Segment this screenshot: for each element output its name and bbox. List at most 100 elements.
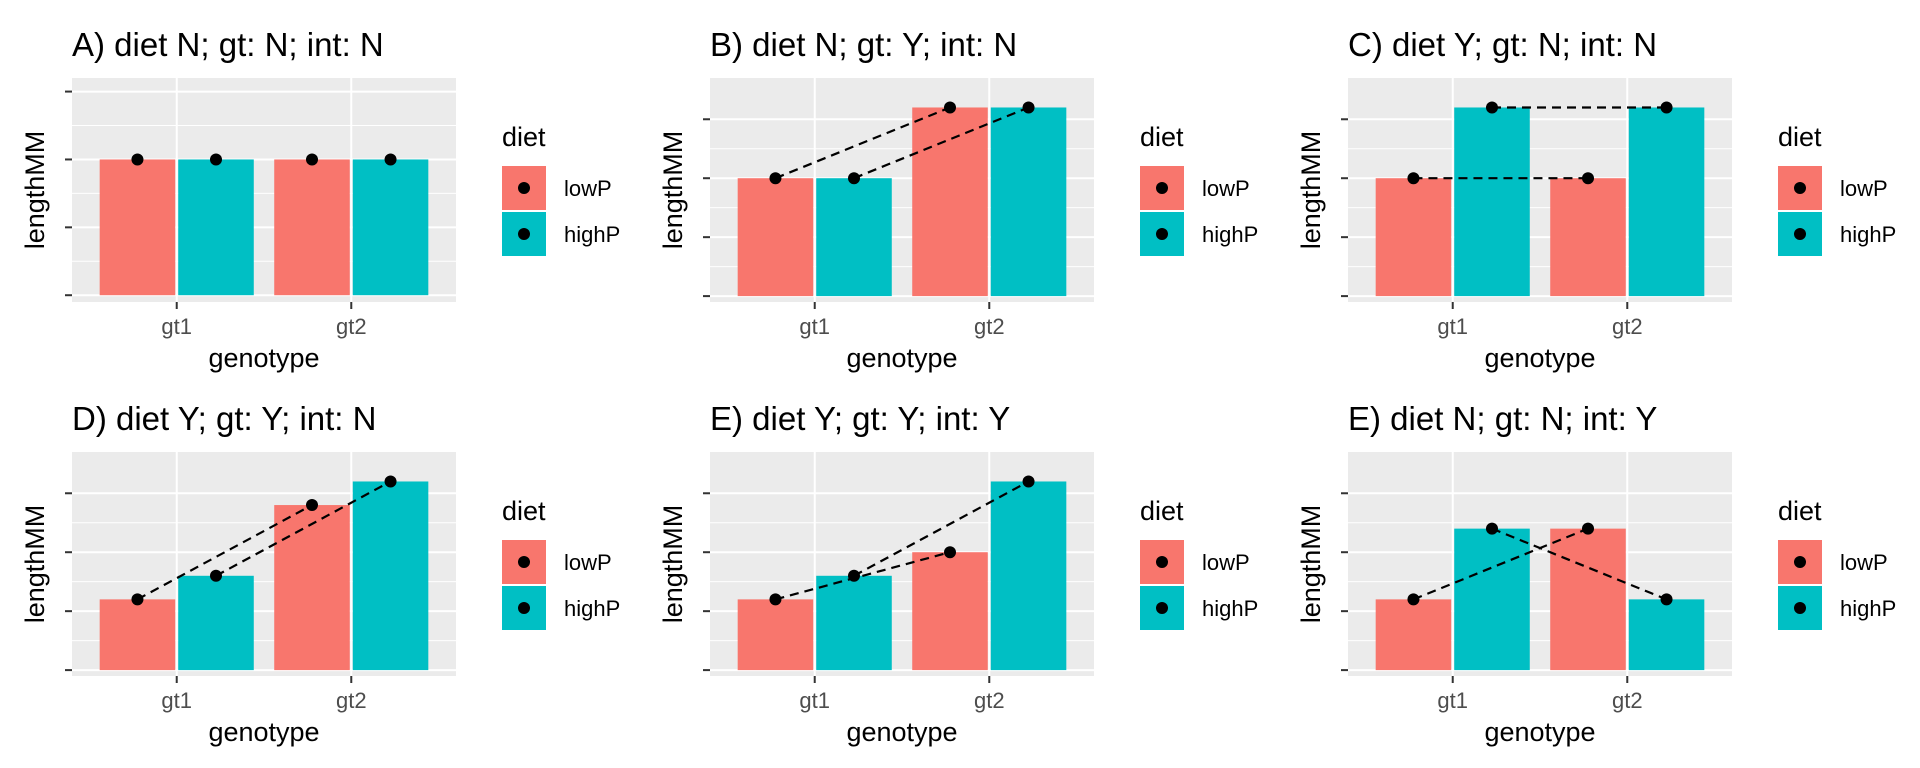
point-lowP-gt2 [306, 499, 318, 512]
x-tick-label: gt1 [799, 688, 830, 713]
legend-label-lowP: lowP [1840, 550, 1888, 575]
bar-highP-gt2 [990, 481, 1067, 671]
legend-title: diet [1778, 122, 1822, 152]
point-lowP-gt2 [1582, 522, 1594, 535]
legend-key-point [1794, 182, 1806, 194]
legend-title: diet [1140, 122, 1184, 152]
y-axis-title: lengthMM [1296, 131, 1326, 250]
chart-panel-2: B) diet N; gt: Y; int: N gt1 gt2 genotype le… [658, 26, 1258, 373]
point-lowP-gt1 [769, 593, 782, 606]
legend-key-point [1156, 228, 1168, 240]
legend-label-highP: highP [1840, 222, 1896, 247]
bar-highP-gt1 [178, 159, 254, 296]
x-tick-label: gt1 [799, 314, 830, 339]
legend-key-point [518, 602, 530, 614]
x-tick-label: gt2 [1612, 314, 1643, 339]
x-axis-title: genotype [846, 717, 957, 747]
point-highP-gt1 [848, 172, 860, 185]
x-tick-label: gt2 [974, 314, 1005, 339]
bar-highP-gt1 [178, 575, 254, 671]
legend-label-lowP: lowP [1202, 550, 1250, 575]
connector-line-lowP [775, 551, 951, 601]
y-axis-title: lengthMM [1296, 505, 1326, 624]
bar-lowP-gt2 [274, 159, 350, 296]
bar-lowP-gt2 [912, 107, 988, 297]
legend-label-highP: highP [564, 222, 620, 247]
legend-title: diet [1778, 496, 1822, 526]
y-axis-title: lengthMM [20, 131, 50, 250]
chart-title: B) diet N; gt: Y; int: N [710, 26, 1017, 63]
bar-lowP-gt1 [99, 159, 176, 296]
point-highP-gt1 [848, 569, 860, 582]
bar-highP-gt2 [1628, 599, 1705, 671]
bar-lowP-gt1 [99, 599, 176, 671]
point-lowP-gt1 [1407, 593, 1420, 606]
legend-key-point [1794, 228, 1806, 240]
point-lowP-gt1 [1407, 172, 1420, 185]
x-tick-label: gt2 [1612, 688, 1643, 713]
bar-highP-gt1 [816, 575, 892, 671]
point-highP-gt2 [384, 153, 397, 166]
legend-label-highP: highP [1202, 222, 1258, 247]
chart-panel-5: E) diet Y; gt: Y; int: Y gt1 gt2 genotype le… [658, 400, 1258, 747]
point-highP-gt2 [1022, 475, 1035, 488]
connector-line-highP [215, 480, 392, 577]
connector-line-highP [853, 480, 1030, 577]
point-highP-gt2 [1660, 593, 1673, 606]
point-highP-gt1 [1486, 101, 1498, 114]
legend-label-highP: highP [1202, 596, 1258, 621]
bar-lowP-gt1 [1375, 599, 1452, 671]
legend-key-point [1156, 556, 1168, 568]
bar-highP-gt1 [816, 178, 892, 297]
x-tick-label: gt1 [161, 688, 192, 713]
bar-highP-gt1 [1454, 528, 1530, 671]
legend-key-point [1794, 602, 1806, 614]
connector-line-lowP [136, 504, 313, 601]
legend-label-lowP: lowP [1840, 176, 1888, 201]
legend-title: diet [502, 496, 546, 526]
y-axis-title: lengthMM [20, 505, 50, 624]
connector-line-highP [853, 106, 1029, 180]
legend-title: diet [502, 122, 546, 152]
chart-panel-4: D) diet Y; gt: Y; int: N gt1 gt2 genotype le… [20, 400, 620, 747]
chart-title: D) diet Y; gt: Y; int: N [72, 400, 376, 437]
x-tick-label: gt1 [1437, 688, 1468, 713]
y-axis-title: lengthMM [658, 505, 688, 624]
chart-title: E) diet Y; gt: Y; int: Y [710, 400, 1010, 437]
legend-key-point [518, 182, 530, 194]
bar-lowP-gt2 [1550, 528, 1626, 671]
bar-lowP-gt2 [912, 552, 988, 671]
legend-key-point [518, 556, 530, 568]
legend-label-lowP: lowP [564, 176, 612, 201]
point-lowP-gt2 [944, 546, 956, 559]
connector-line-highP [1491, 527, 1667, 601]
x-axis-title: genotype [1484, 717, 1595, 747]
bar-highP-gt1 [1454, 107, 1530, 297]
legend-key-point [518, 228, 530, 240]
legend-label-lowP: lowP [564, 550, 612, 575]
x-axis-title: genotype [208, 717, 319, 747]
legend-label-highP: highP [564, 596, 620, 621]
y-axis-title: lengthMM [658, 131, 688, 250]
x-tick-label: gt2 [336, 314, 367, 339]
legend-key-point [1156, 602, 1168, 614]
point-highP-gt1 [210, 569, 222, 582]
x-axis-title: genotype [208, 343, 319, 373]
point-lowP-gt2 [944, 101, 956, 114]
legend-key-point [1794, 556, 1806, 568]
bar-lowP-gt2 [1550, 178, 1626, 297]
bar-highP-gt2 [352, 481, 429, 671]
point-lowP-gt2 [1582, 172, 1594, 185]
legend-label-highP: highP [1840, 596, 1896, 621]
point-highP-gt2 [1660, 101, 1673, 114]
point-lowP-gt1 [769, 172, 782, 185]
chart-panel-1: A) diet N; gt: N; int: N gt1 gt2 genotype le… [20, 26, 620, 373]
point-lowP-gt1 [131, 153, 144, 166]
legend-key-point [1156, 182, 1168, 194]
point-lowP-gt1 [131, 593, 144, 606]
bar-lowP-gt1 [1375, 178, 1452, 297]
chart-panel-3: C) diet Y; gt: N; int: N gt1 gt2 genotype le… [1296, 26, 1896, 373]
x-tick-label: gt2 [974, 688, 1005, 713]
chart-title: E) diet N; gt: N; int: Y [1348, 400, 1657, 437]
chart-title: C) diet Y; gt: N; int: N [1348, 26, 1657, 63]
